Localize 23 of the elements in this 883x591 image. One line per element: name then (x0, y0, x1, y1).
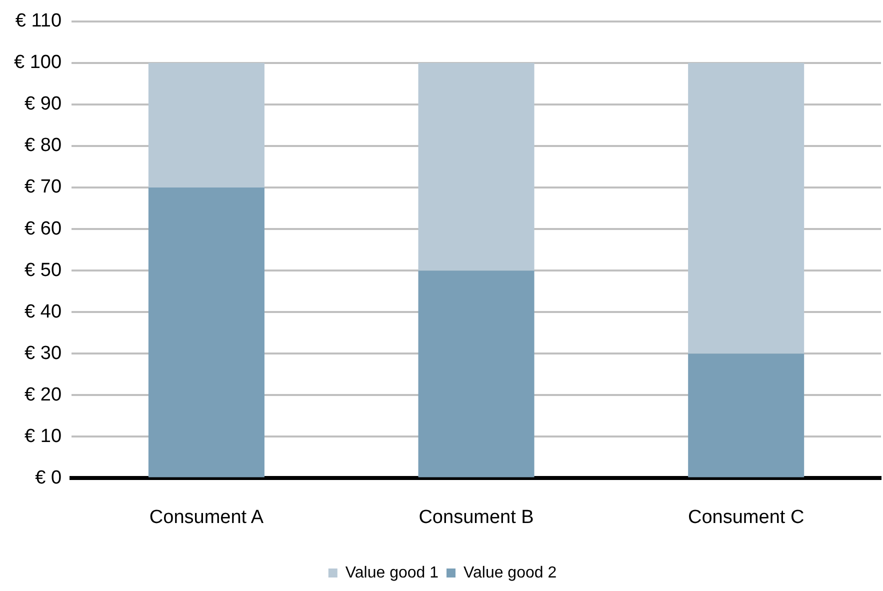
bar (148, 62, 264, 188)
y-tick-label: € 10 (24, 426, 62, 447)
bar (418, 62, 534, 271)
bar (418, 270, 534, 478)
y-tick-label: € 90 (24, 94, 62, 115)
y-tick-label: € 70 (24, 176, 62, 198)
y-tick-label: € 100 (14, 52, 62, 74)
y-tick-label: € 50 (24, 260, 62, 281)
x-tick-label: Consument C (688, 506, 804, 528)
legend-label: Value good 2 (464, 564, 557, 582)
bar (148, 188, 264, 478)
x-tick-label: Consument B (418, 506, 534, 528)
y-tick-label: € 60 (24, 218, 62, 240)
y-tick-label: € 80 (24, 135, 62, 156)
y-tick-label: € 0 (35, 467, 62, 488)
bar (688, 62, 804, 354)
y-tick-label: € 110 (15, 10, 62, 32)
y-tick-label: € 40 (24, 301, 62, 322)
x-tick-label: Consument A (149, 506, 264, 528)
y-tick-label: € 30 (24, 342, 62, 364)
y-tick-label: € 20 (24, 384, 62, 406)
bar (688, 354, 804, 478)
legend-label: Value good 1 (345, 564, 439, 582)
